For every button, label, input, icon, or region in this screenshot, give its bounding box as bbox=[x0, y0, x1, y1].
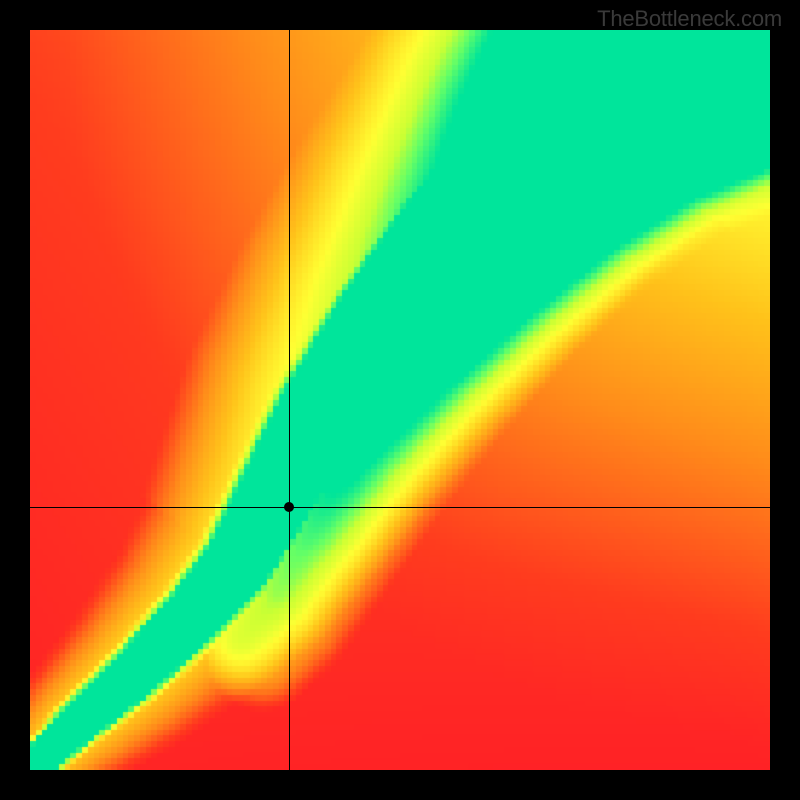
crosshair-horizontal bbox=[30, 507, 770, 508]
watermark-text: TheBottleneck.com bbox=[597, 6, 782, 32]
heatmap-plot bbox=[30, 30, 770, 770]
crosshair-point bbox=[284, 502, 294, 512]
chart-container: TheBottleneck.com bbox=[0, 0, 800, 800]
crosshair-vertical bbox=[289, 30, 290, 770]
heatmap-canvas bbox=[30, 30, 770, 770]
